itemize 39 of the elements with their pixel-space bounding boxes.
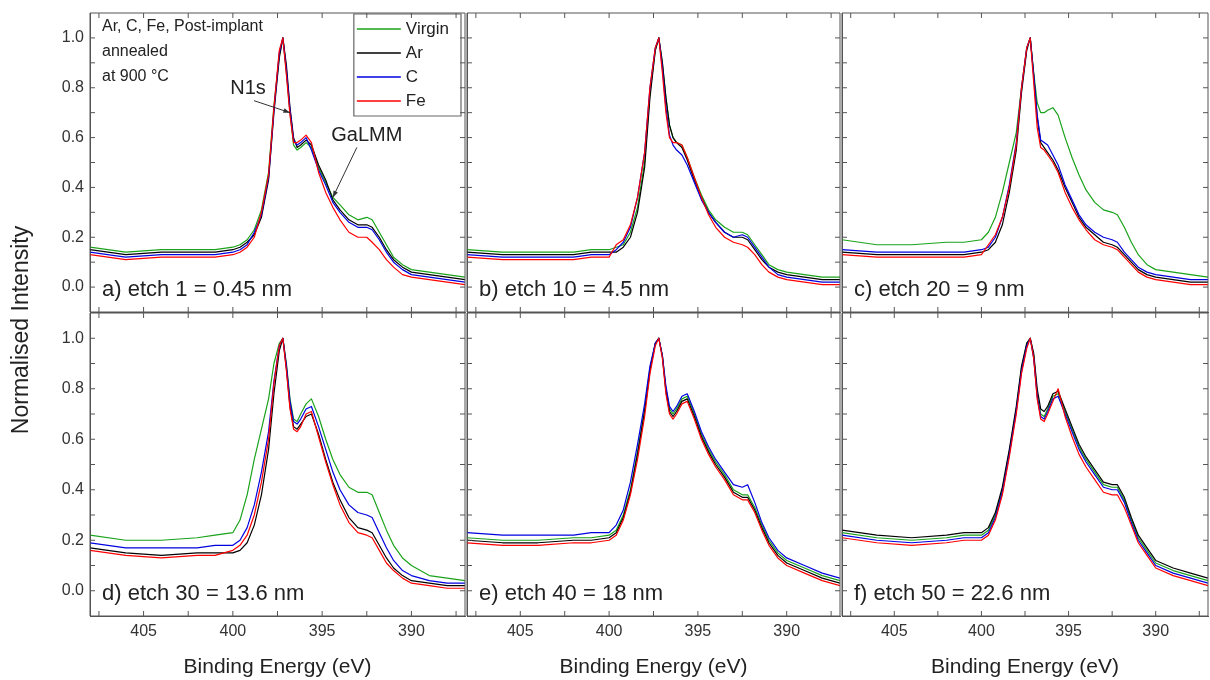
y-tick-label: 0.4 — [61, 480, 85, 498]
x-tick-label: 400 — [968, 622, 995, 640]
legend-label: C — [405, 66, 419, 86]
x-tick-label: 400 — [219, 622, 247, 640]
annotation: c) etch 20 = 9 nm — [854, 276, 1025, 301]
y-tick-label: 0.4 — [61, 177, 85, 195]
y-tick-label: 0.8 — [61, 379, 85, 397]
x-tick-label: 405 — [130, 622, 158, 640]
y-tick-label: 0.2 — [61, 227, 85, 245]
x-tick-label: 405 — [880, 622, 908, 640]
x-tick-label: 390 — [773, 622, 801, 640]
x-tick-label: 400 — [595, 622, 623, 640]
x-tick-label: 395 — [308, 622, 336, 640]
x-axis-title: Binding Energy (eV) — [559, 654, 748, 678]
y-tick-label: 0.8 — [61, 78, 85, 96]
y-tick-label: 0.0 — [61, 581, 85, 599]
legend-label: Fe — [405, 90, 426, 110]
y-tick-label: 0.6 — [61, 429, 85, 447]
y-tick-label: 0.6 — [61, 127, 85, 145]
x-tick-label: 395 — [1055, 622, 1083, 640]
annotation: b) etch 10 = 4.5 nm — [479, 276, 670, 301]
x-tick-label: 390 — [1142, 622, 1170, 640]
annotation: e) etch 40 = 18 nm — [479, 580, 664, 605]
y-tick-label: 1.0 — [61, 28, 85, 46]
annotation: GaLMM — [331, 122, 403, 145]
annotation: d) etch 30 = 13.6 nm — [102, 580, 305, 605]
legend-label: Ar — [405, 42, 424, 62]
x-tick-label: 390 — [398, 622, 425, 640]
x-tick-label: 405 — [506, 622, 534, 640]
y-tick-label: 0.2 — [61, 530, 85, 548]
x-axis-title: Binding Energy (eV) — [183, 654, 372, 678]
y-tick-label: 1.0 — [61, 328, 85, 346]
y-axis-title: Normalised Intensity — [6, 225, 34, 435]
y-tick-label: 0.0 — [61, 277, 85, 295]
x-tick-label: 395 — [684, 622, 712, 640]
annotation: f) etch 50 = 22.6 nm — [854, 580, 1051, 605]
annotation: a) etch 1 = 0.45 nm — [102, 276, 293, 301]
legend-label: Virgin — [405, 18, 449, 38]
x-axis-title: Binding Energy (eV) — [931, 654, 1119, 678]
